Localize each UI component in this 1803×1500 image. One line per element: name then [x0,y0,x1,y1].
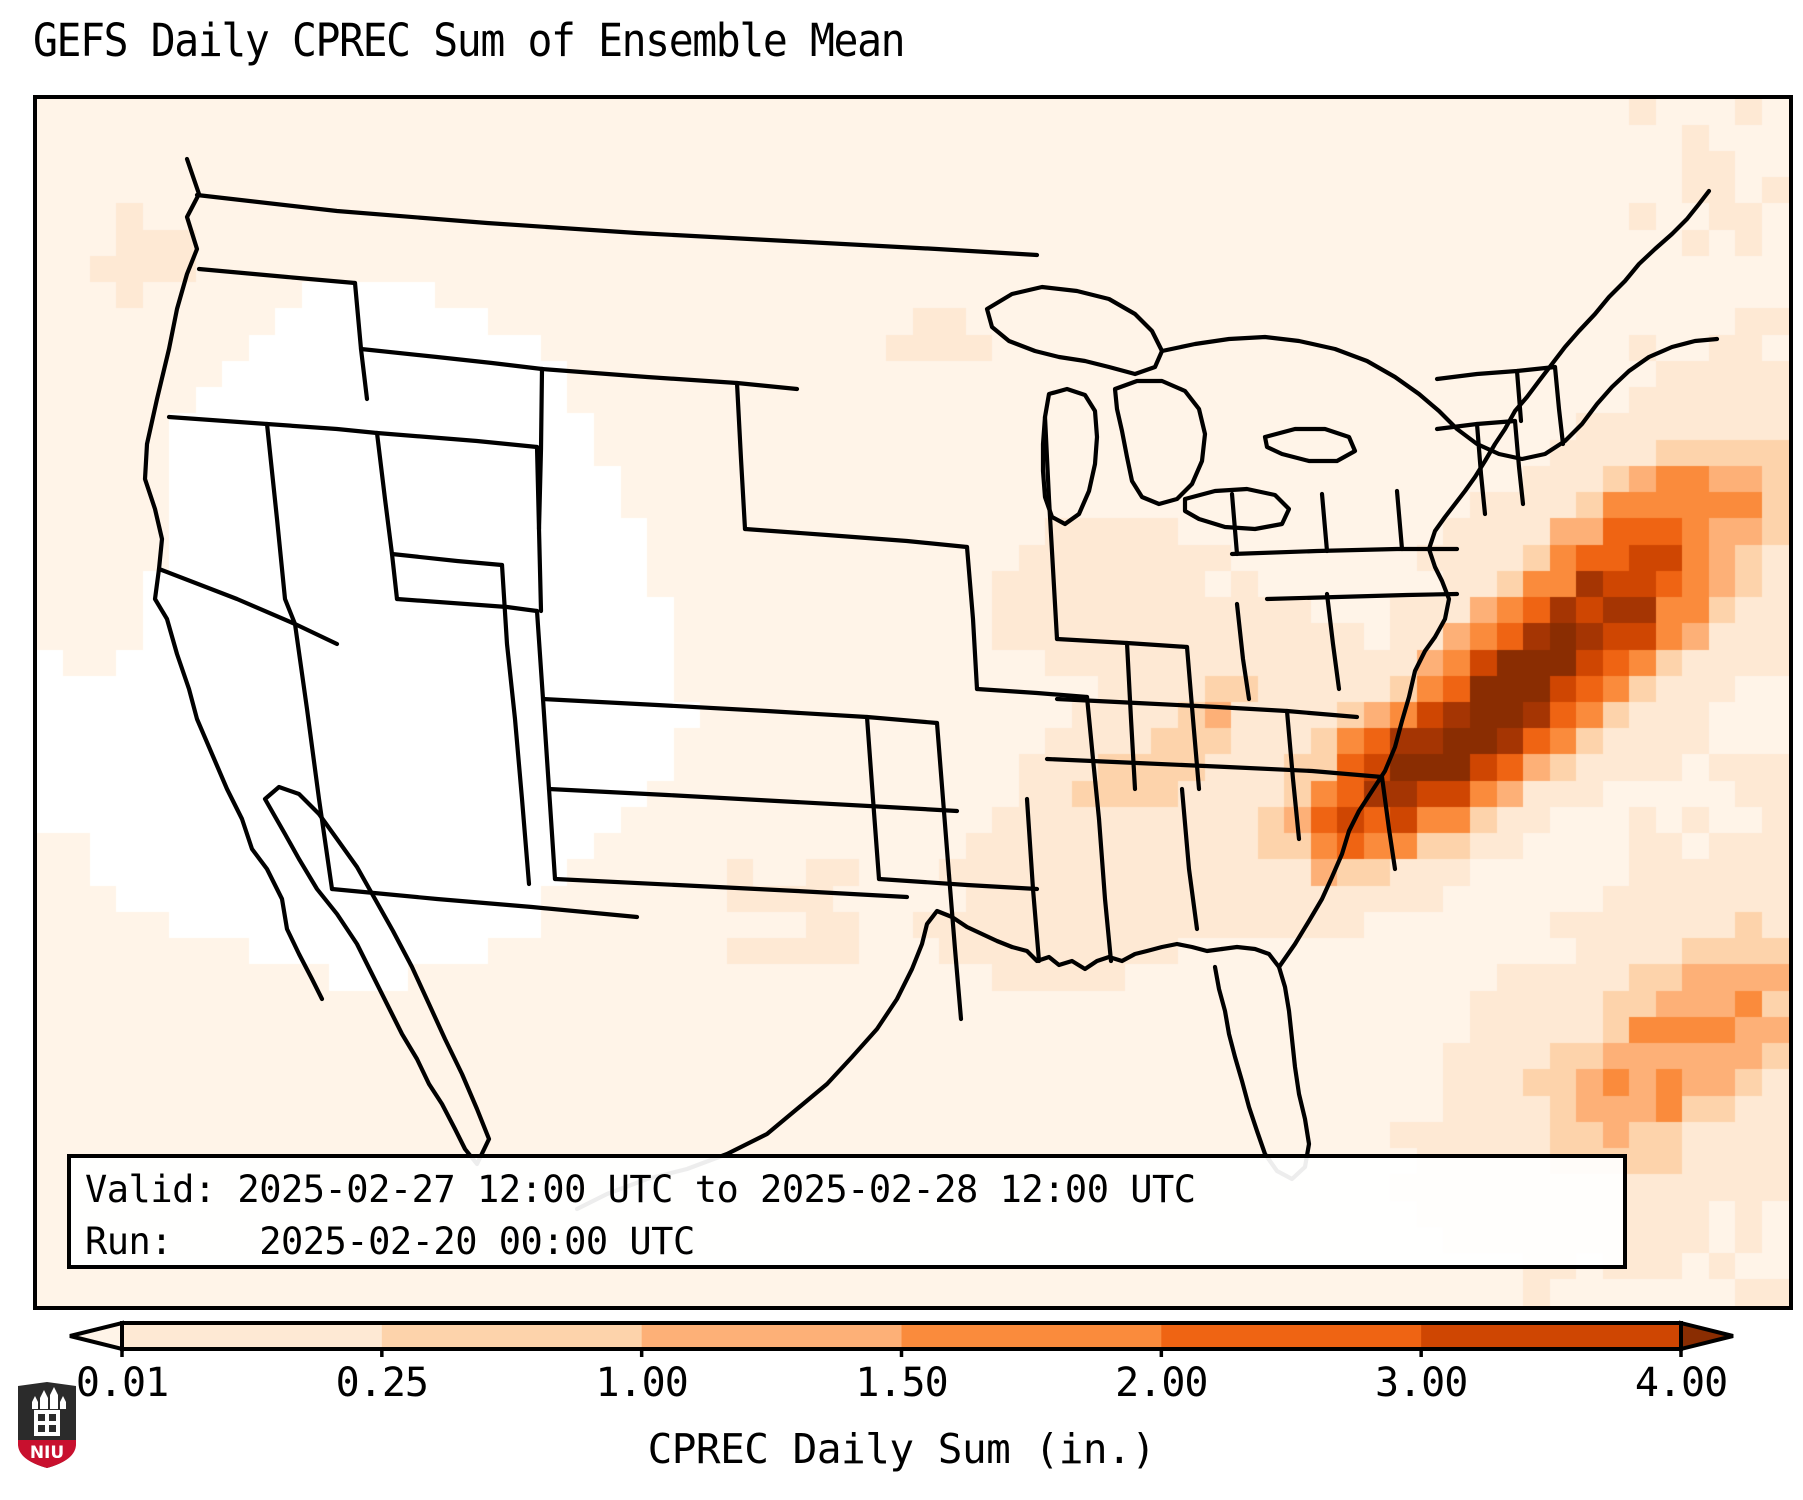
colorbar-tick-label: 3.00 [1374,1360,1468,1406]
colorbar-tick-label: 2.00 [1115,1360,1208,1406]
colorbar-tick-label: 0.01 [75,1360,169,1406]
valid-time-text: Valid: 2025-02-27 12:00 UTC to 2025-02-2… [85,1168,1196,1211]
colorbar-tick-label: 4.00 [1634,1360,1728,1406]
colorbar-tick-label: 1.50 [855,1360,948,1406]
colorbar-tick-label: 1.00 [595,1360,688,1406]
run-time-text: Run: 2025-02-20 00:00 UTC [85,1220,695,1263]
colorbar[interactable] [0,1317,1803,1357]
colorbar-tick-labels: 0.010.251.001.502.003.004.005.00 [0,1360,1803,1420]
forecast-info-box: Valid: 2025-02-27 12:00 UTC to 2025-02-2… [67,1154,1627,1269]
niu-logo-text: NIU [30,1443,64,1463]
colorbar-tick-label: 0.25 [335,1360,429,1406]
niu-logo: NIU [18,1382,76,1468]
precipitation-heatmap-canvas [37,99,1789,1306]
colorbar-axis-label: CPREC Daily Sum (in.) [647,1425,1156,1473]
geography-overlay [142,156,1720,1212]
map-plot-area: Valid: 2025-02-27 12:00 UTC to 2025-02-2… [33,95,1793,1310]
page-title: GEFS Daily CPREC Sum of Ensemble Mean [33,14,906,67]
